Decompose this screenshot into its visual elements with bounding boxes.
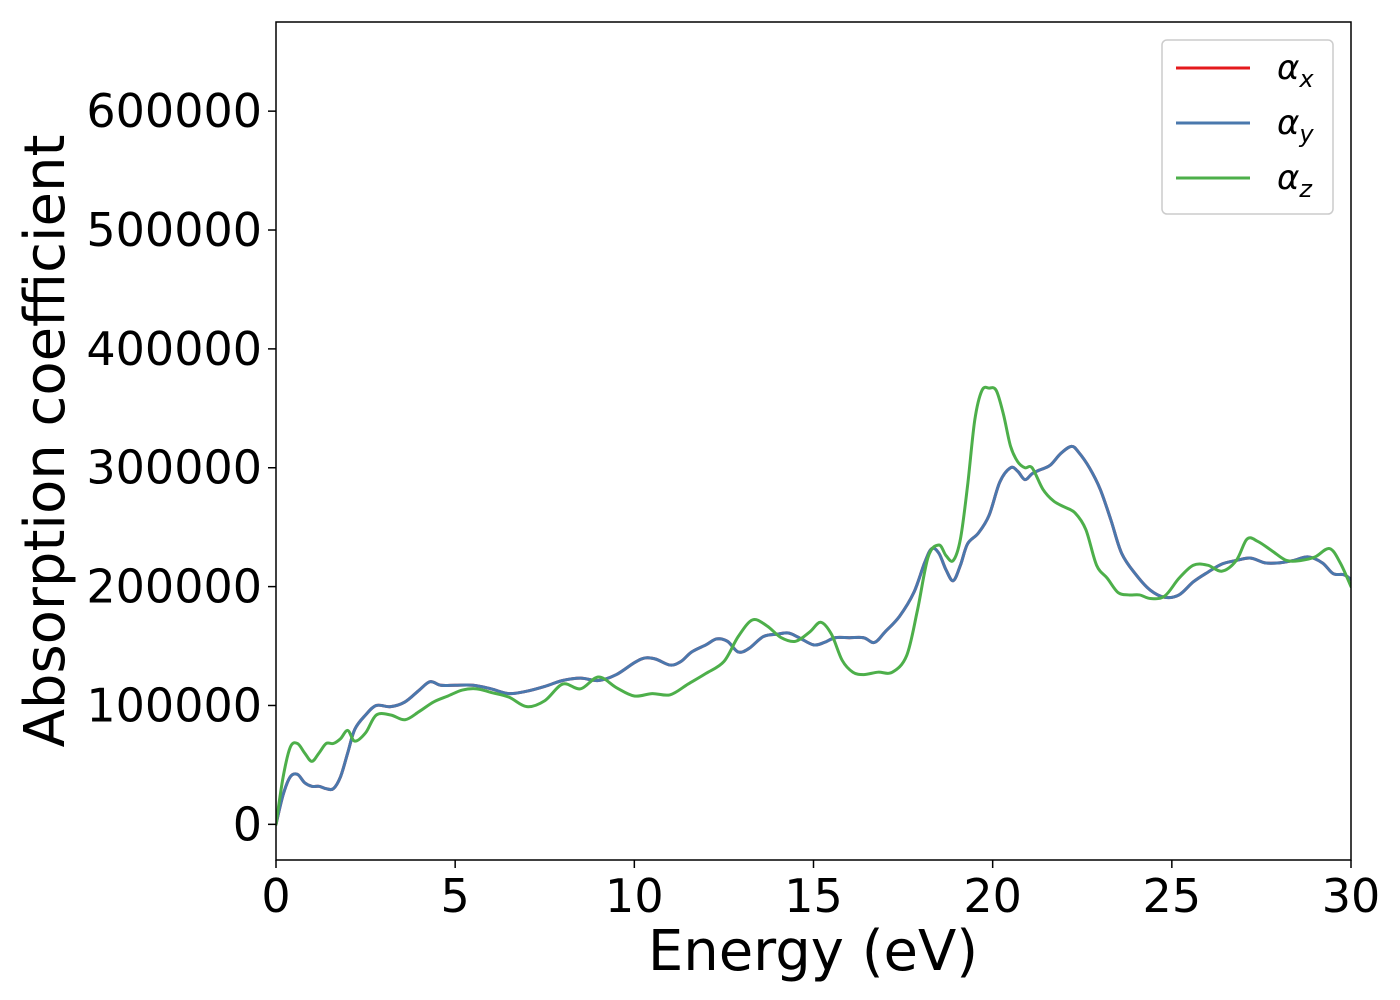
x-tick-label: 0 bbox=[261, 869, 290, 923]
x-axis-label: Energy (eV) bbox=[648, 919, 978, 984]
series-line-x bbox=[276, 444, 1351, 826]
legend-label-z: αz bbox=[1277, 158, 1313, 203]
y-tick-label: 100000 bbox=[86, 678, 262, 732]
y-axis-ticks: 0 100000 200000 300000 400000 500000 600000 bbox=[86, 84, 276, 851]
y-tick-label: 200000 bbox=[86, 560, 262, 614]
y-tick-label: 600000 bbox=[86, 84, 262, 138]
x-tick-label: 20 bbox=[963, 869, 1022, 923]
legend-items: αx αy αz bbox=[1176, 48, 1314, 203]
series-line-z bbox=[276, 385, 1351, 826]
series-line-y bbox=[276, 444, 1351, 826]
legend: αx αy αz bbox=[1161, 39, 1334, 215]
legend-box bbox=[1161, 39, 1334, 215]
x-tick-label: 10 bbox=[605, 869, 664, 923]
y-tick-label: 400000 bbox=[86, 322, 262, 376]
y-axis-label: Absorption coefficient bbox=[13, 135, 78, 748]
legend-label-x: αx bbox=[1277, 48, 1314, 93]
legend-label-y: αy bbox=[1277, 103, 1314, 148]
series-layer bbox=[276, 385, 1351, 826]
x-tick-label: 30 bbox=[1322, 869, 1381, 923]
y-tick-label: 300000 bbox=[86, 441, 262, 495]
y-tick-label: 500000 bbox=[86, 203, 262, 257]
x-tick-label: 5 bbox=[441, 869, 470, 923]
y-tick-label: 0 bbox=[233, 797, 262, 851]
x-tick-label: 15 bbox=[784, 869, 843, 923]
x-axis-ticks: 0 5 10 15 20 25 30 bbox=[261, 860, 1380, 923]
x-tick-label: 25 bbox=[1143, 869, 1202, 923]
